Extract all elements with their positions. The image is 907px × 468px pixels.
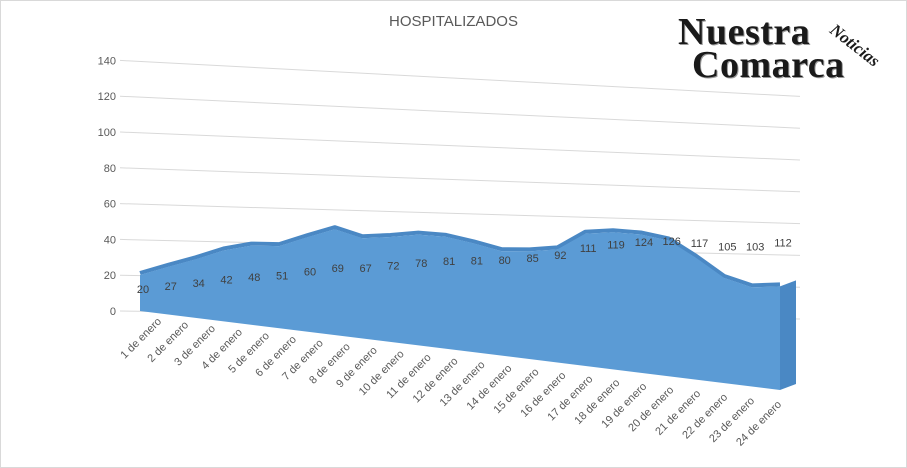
gridline [119, 59, 801, 97]
data-label: 48 [248, 272, 260, 284]
y-tick-label: 140 [98, 55, 116, 67]
data-label: 119 [607, 240, 625, 252]
y-tick-label: 60 [104, 199, 116, 211]
gridline [119, 95, 801, 129]
gridline [119, 131, 801, 161]
y-tick-label: 100 [98, 127, 116, 139]
data-label: 124 [635, 237, 653, 249]
gridline [119, 167, 801, 193]
data-label: 72 [387, 261, 399, 273]
y-axis-ticks: 0 20 40 60 80 100 120 140 [98, 55, 116, 318]
y-tick-label: 0 [110, 306, 116, 318]
y-tick-label: 80 [104, 163, 116, 175]
data-labels: 20 27 34 42 48 51 60 69 67 72 78 81 81 80 85 92 111 119 12… [137, 236, 792, 296]
area-fill [140, 229, 780, 390]
data-label: 78 [415, 258, 427, 270]
area-top-edge [139, 225, 781, 288]
data-label: 80 [499, 255, 511, 267]
data-label: 51 [276, 270, 288, 282]
area-series [139, 225, 796, 390]
data-label: 126 [663, 236, 681, 248]
chart-title: HOSPITALIZADOS [389, 13, 518, 30]
data-label: 60 [304, 267, 316, 279]
logo-line1: Nuestra [678, 11, 811, 53]
y-tick-label: 120 [98, 91, 116, 103]
data-label: 85 [526, 253, 538, 265]
data-label: 103 [746, 241, 764, 253]
area-side-face [780, 280, 796, 390]
data-label: 92 [554, 250, 566, 262]
data-label: 67 [359, 263, 371, 275]
nuestra-comarca-logo: Nuestra Comarca Noticias [674, 10, 900, 90]
data-label: 117 [691, 238, 709, 250]
y-tick-label: 20 [104, 270, 116, 282]
data-label: 20 [137, 284, 149, 296]
gridline [119, 203, 801, 225]
data-label: 81 [471, 256, 483, 268]
data-label: 105 [718, 241, 736, 253]
data-label: 111 [580, 243, 597, 255]
y-tick-label: 40 [104, 234, 116, 246]
data-label: 112 [774, 238, 792, 250]
logo-line2: Comarca [692, 44, 845, 86]
data-label: 27 [165, 281, 177, 293]
data-label: 69 [332, 263, 344, 275]
data-label: 42 [220, 275, 232, 287]
data-label: 81 [443, 256, 455, 268]
data-label: 34 [193, 278, 205, 290]
